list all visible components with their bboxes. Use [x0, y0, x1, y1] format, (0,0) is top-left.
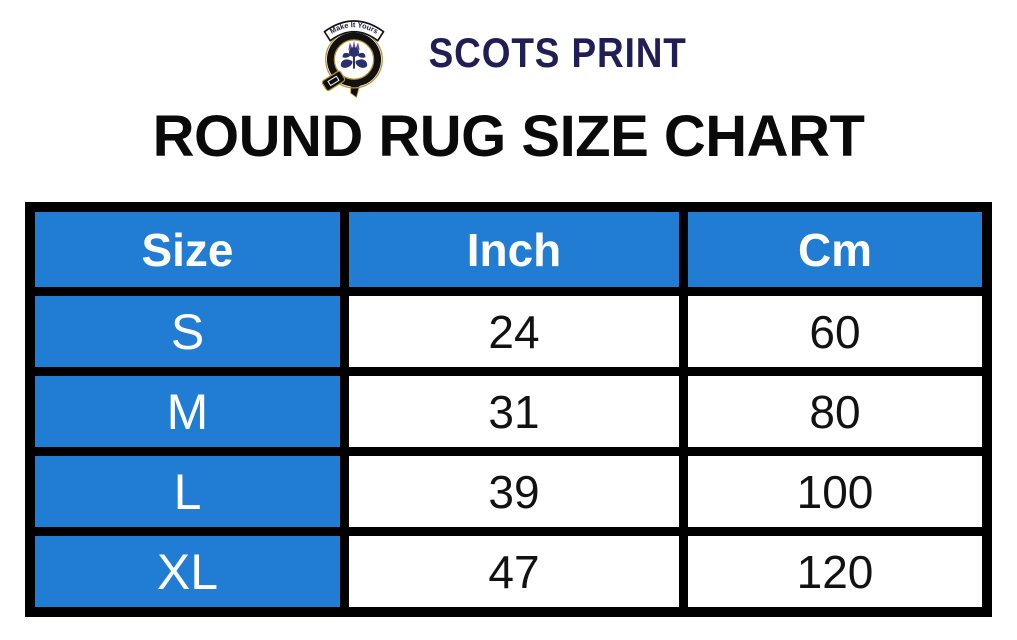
cm-cell: 60: [688, 296, 982, 367]
cm-cell: 120: [688, 536, 982, 607]
size-cell: L: [35, 456, 340, 527]
page-title: ROUND RUG SIZE CHART: [152, 104, 865, 169]
inch-cell: 47: [349, 536, 679, 607]
column-header-size: Size: [35, 212, 340, 287]
column-header-inch: Inch: [349, 212, 679, 287]
thistle-icon: [340, 40, 368, 69]
size-cell: S: [35, 296, 340, 367]
size-chart-table: Size Inch Cm S 24 60 M 31 80 L 39 100 XL 47 120: [25, 202, 992, 617]
column-header-cm: Cm: [688, 212, 982, 287]
inch-cell: 31: [349, 376, 679, 447]
size-cell: XL: [35, 536, 340, 607]
size-cell: M: [35, 376, 340, 447]
brand-header: Make It Yours SCOTS PRINT: [0, 0, 1017, 100]
belt-buckle-icon: [321, 70, 346, 92]
inch-cell: 24: [349, 296, 679, 367]
inch-cell: 39: [349, 456, 679, 527]
brand-name: SCOTS PRINT: [428, 29, 687, 76]
cm-cell: 80: [688, 376, 982, 447]
clan-crest-badge-icon: Make It Yours: [321, 20, 385, 98]
cm-cell: 100: [688, 456, 982, 527]
